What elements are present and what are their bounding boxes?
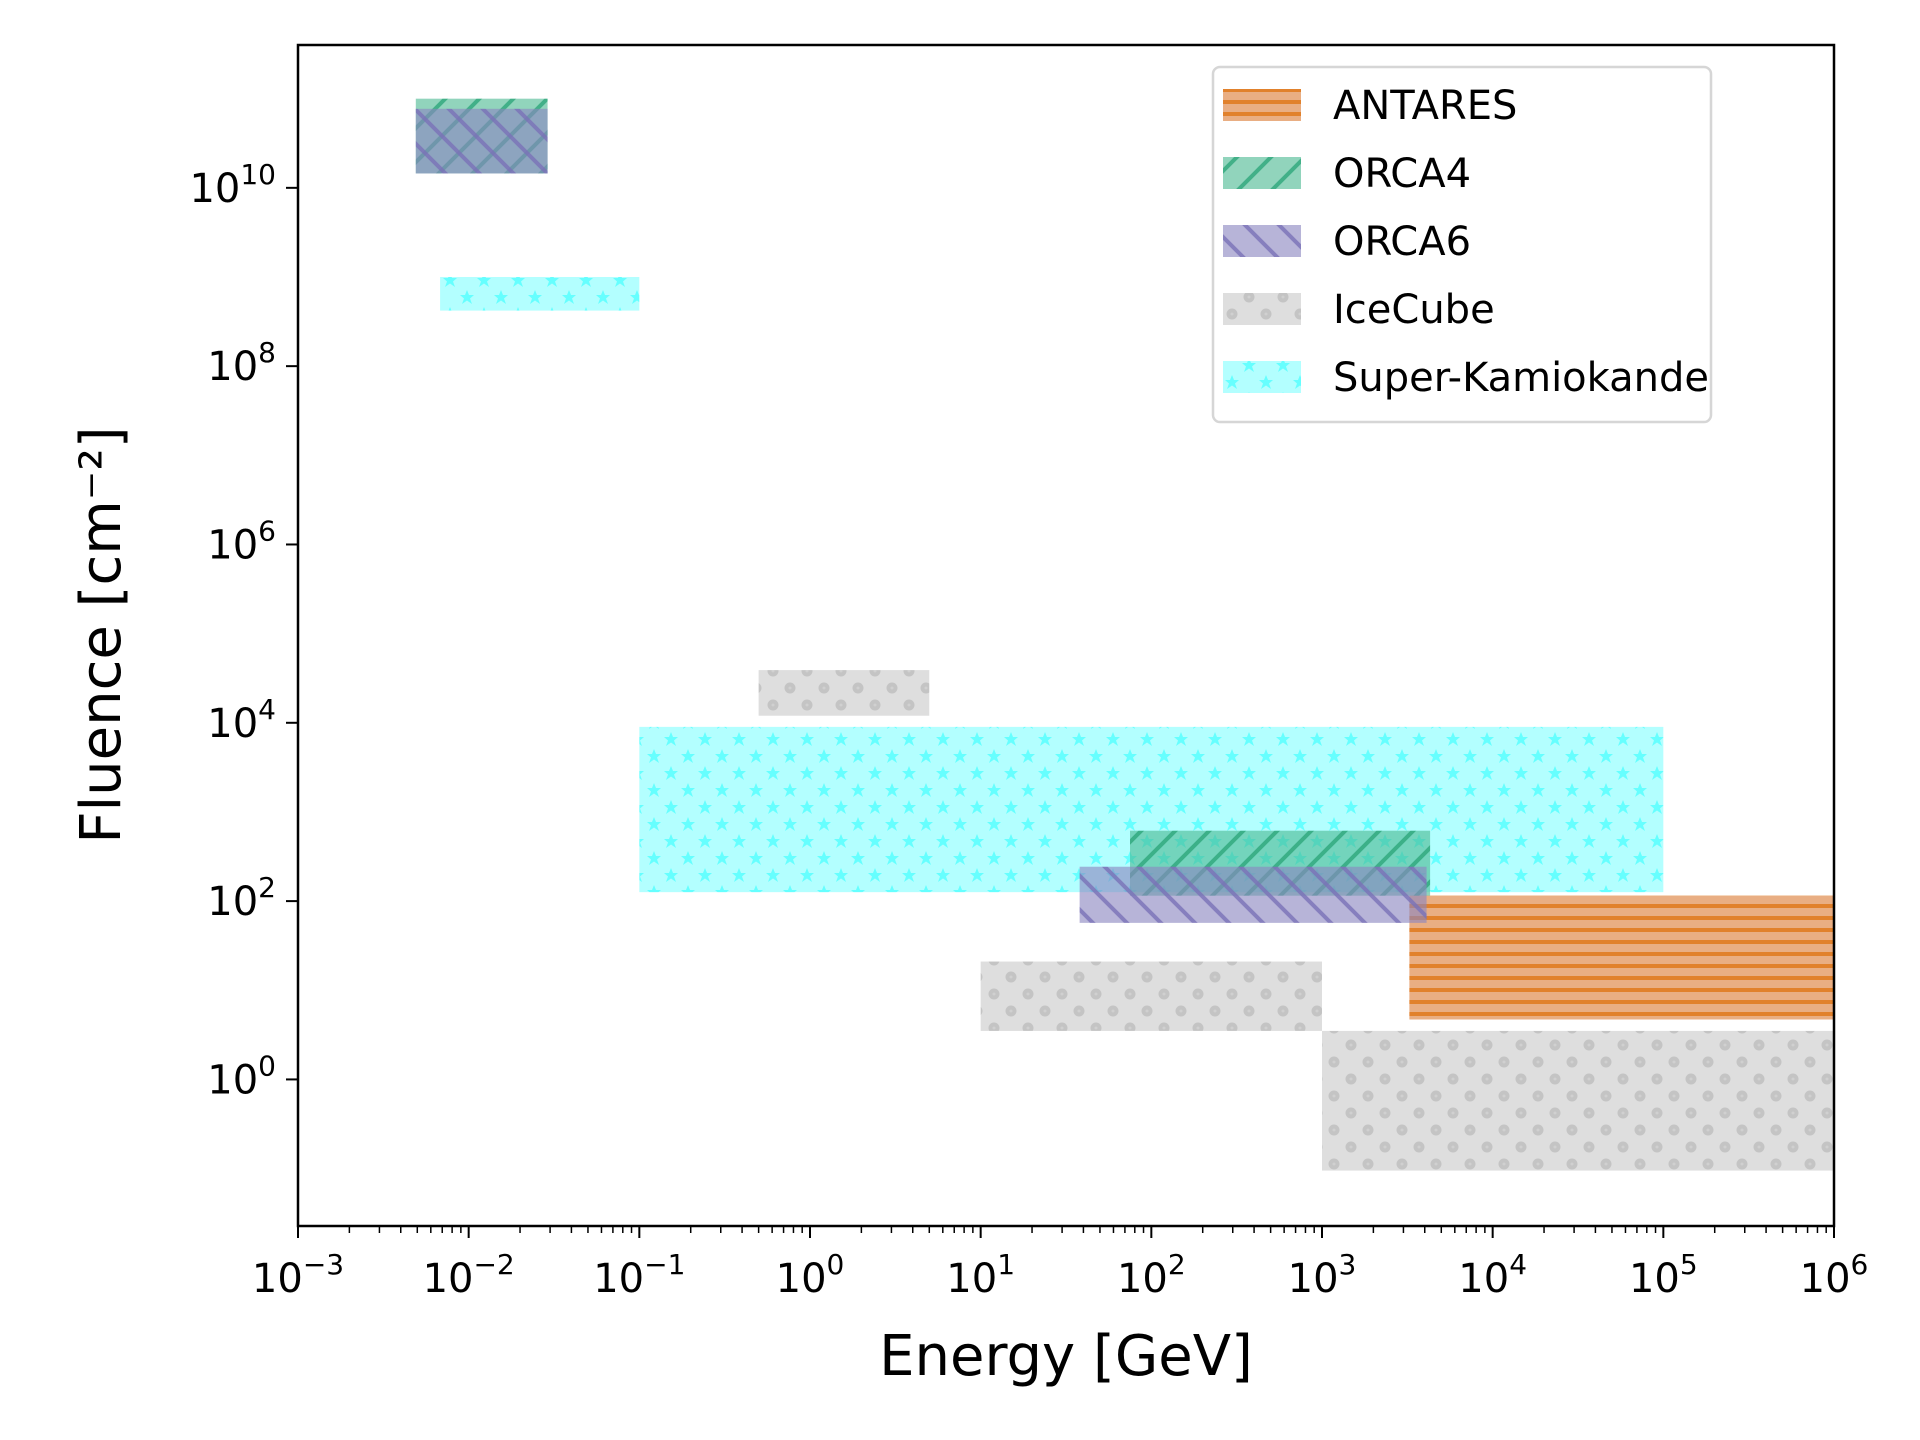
legend-label: ORCA6 [1333, 219, 1471, 265]
x-tick-label: 105 [1629, 1248, 1698, 1302]
y-tick-label: 106 [207, 514, 276, 568]
legend-swatch-orca4 [1223, 157, 1301, 189]
x-tick-label: 101 [946, 1248, 1015, 1302]
legend-swatch-antares [1223, 89, 1301, 121]
legend-label: ANTARES [1333, 83, 1517, 129]
orca6-region-2 [1079, 866, 1427, 923]
x-axis-label: Energy [GeV] [879, 1324, 1253, 1389]
legend: ANTARES ORCA4 ORCA6 IceCube Super-Kamiokande [1211, 65, 1713, 424]
y-axis-ticks: 100 102 104 106 108 1010 [189, 158, 298, 1103]
y-tick-label: 1010 [189, 158, 276, 212]
super-kamiokande-region-1 [440, 276, 640, 311]
icecube-region-2 [980, 961, 1322, 1031]
legend-swatch-orca6 [1223, 225, 1301, 257]
x-tick-label: 106 [1800, 1248, 1869, 1302]
y-tick-label: 104 [207, 693, 276, 747]
legend-label: ORCA4 [1333, 151, 1471, 197]
x-tick-label: 100 [776, 1248, 845, 1302]
x-tick-label: 102 [1117, 1248, 1186, 1302]
icecube-region-1 [758, 670, 930, 716]
x-tick-label: 103 [1288, 1248, 1357, 1302]
orca6-region-1 [415, 108, 548, 174]
y-tick-label: 102 [207, 871, 276, 925]
x-tick-label: 10−3 [252, 1248, 344, 1302]
data-regions [415, 98, 1834, 1171]
icecube-region-3 [1322, 1030, 1834, 1171]
plot-frame [296, 43, 1836, 1228]
y-tick-label: 100 [207, 1049, 276, 1103]
x-axis-ticks: 10−3 10−2 10−1 100 101 102 103 104 105 106 [252, 1226, 1868, 1302]
legend-swatch-super-kamiokande [1223, 361, 1301, 393]
legend-label: IceCube [1333, 287, 1495, 333]
y-tick-label: 108 [207, 336, 276, 390]
legend-label: Super-Kamiokande [1333, 355, 1709, 401]
legend-frame [1211, 65, 1713, 424]
legend-swatch-icecube [1223, 293, 1301, 325]
x-tick-label: 104 [1458, 1248, 1527, 1302]
y-axis-label: Fluence [cm⁻²] [69, 426, 134, 843]
x-tick-label: 10−2 [423, 1248, 515, 1302]
x-tick-label: 10−1 [593, 1248, 685, 1302]
antares-region-1 [1409, 895, 1834, 1020]
